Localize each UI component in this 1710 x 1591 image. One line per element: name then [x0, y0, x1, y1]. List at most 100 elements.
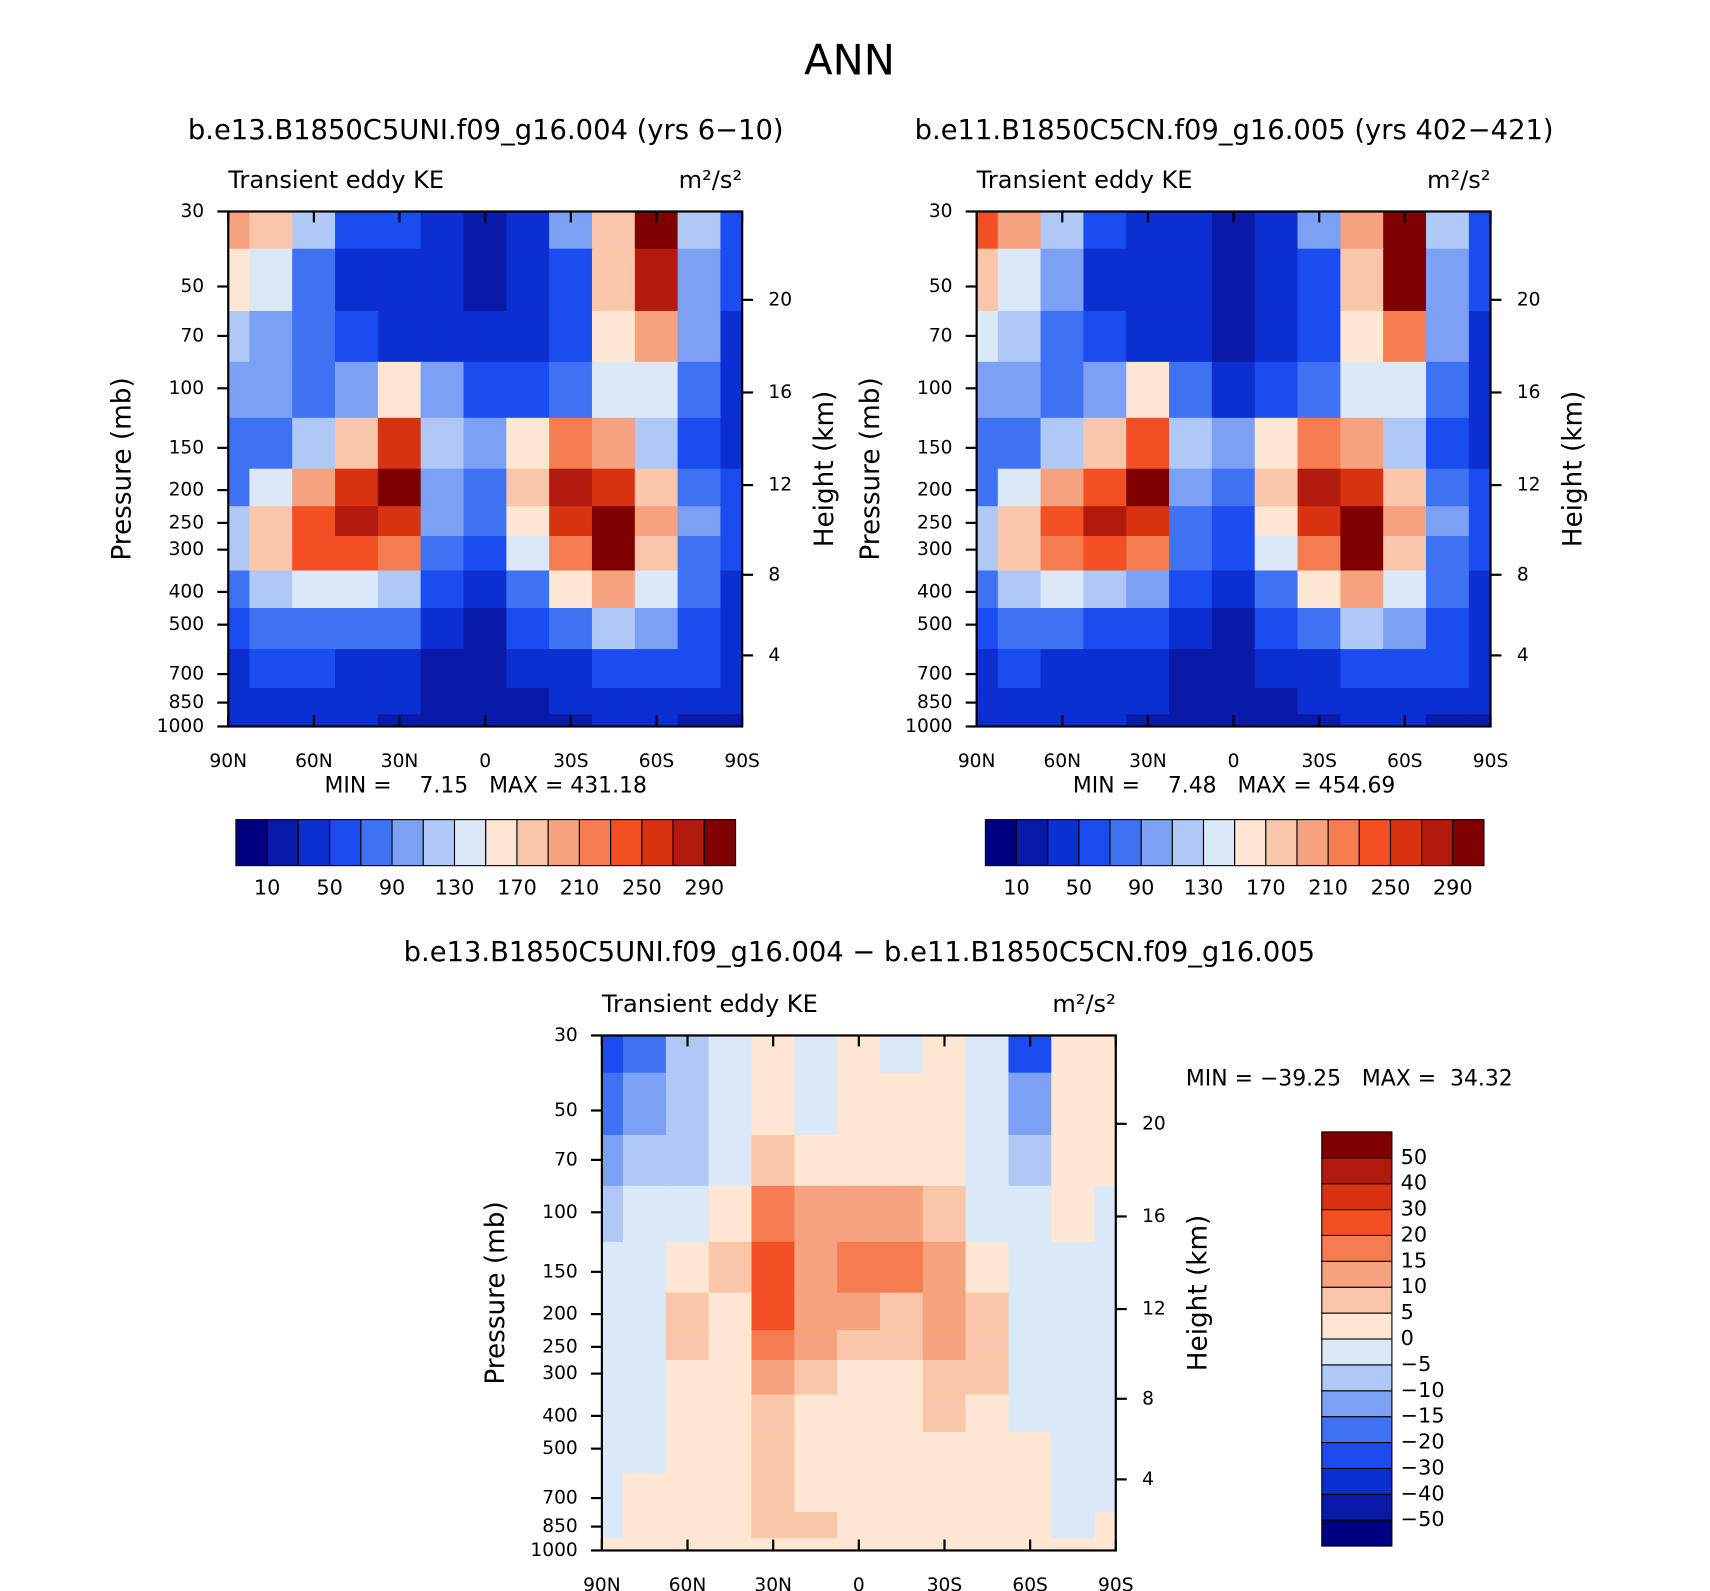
contour-cell [751, 1394, 796, 1434]
contour-cell [997, 608, 1042, 651]
y-tick-label: 400 [169, 581, 205, 602]
contour-cell [922, 1072, 967, 1137]
contour-cell [377, 361, 422, 420]
contour-cell [463, 506, 508, 538]
contour-cell [1254, 608, 1299, 651]
contour-cell [1126, 310, 1171, 364]
colorbar-label: 170 [1246, 876, 1286, 900]
contour-cell [420, 361, 465, 420]
contour-cell [1254, 506, 1299, 538]
colorbar-box [516, 819, 549, 867]
contour-cell [377, 608, 422, 651]
colorbar-box [360, 819, 393, 867]
contour-cell [751, 1473, 796, 1514]
y-tick-label: 500 [542, 1438, 578, 1459]
contour-cell [1211, 506, 1256, 538]
contour-cell [1383, 535, 1428, 572]
contour-cell [249, 688, 294, 716]
contour-cell [623, 1035, 668, 1074]
contour-cell [420, 211, 465, 250]
contour-cell [1426, 649, 1471, 690]
y-axis-label: Pressure (mb) [856, 377, 886, 560]
contour-cell [249, 211, 294, 250]
contour-cell [720, 714, 744, 728]
contour-cell [879, 1512, 925, 1540]
contour-cell [837, 1185, 882, 1243]
contour-cell [1083, 649, 1128, 690]
contour-cell [549, 310, 594, 364]
contour-cell [1426, 570, 1471, 610]
contour-cell [1468, 535, 1492, 572]
y-tick-label: 700 [542, 1488, 578, 1509]
contour-cell [922, 1473, 967, 1514]
contour-cell [997, 570, 1042, 610]
colorbar-box [1078, 819, 1111, 867]
contour-cell [837, 1512, 882, 1540]
contour-cell [677, 417, 722, 470]
left-string: Transient eddy KE [227, 166, 444, 194]
contour-cell [227, 649, 251, 690]
contour-cell [1426, 361, 1471, 420]
colorbar-box [329, 819, 362, 867]
contour-cell [591, 310, 637, 364]
contour-cell [1426, 714, 1471, 728]
contour-cell [665, 1072, 710, 1137]
contour-cell [665, 1394, 710, 1434]
colorbar-box [235, 819, 268, 867]
contour-cell [623, 1431, 668, 1475]
contour-cell [1008, 1394, 1053, 1434]
contour-cell [227, 468, 251, 508]
contour-cell [335, 714, 380, 728]
y-tick-label: 500 [917, 614, 953, 635]
contour-cell [1340, 248, 1385, 313]
contour-cell [1340, 417, 1385, 470]
contour-cell [1083, 570, 1128, 610]
contour-cell [976, 506, 999, 538]
contour-cell [997, 248, 1042, 313]
contour-cell [1340, 361, 1385, 420]
y-tick-label: 400 [917, 581, 953, 602]
contour-cell [1211, 608, 1256, 651]
contour-cell [549, 608, 594, 651]
contour-cell [1211, 310, 1256, 364]
colorbar-box [1321, 1312, 1393, 1340]
contour-cell [1254, 688, 1299, 716]
contour-cell [997, 649, 1042, 690]
contour-cell [506, 506, 551, 538]
contour-cell [623, 1330, 668, 1362]
colorbar-label: 290 [1433, 876, 1473, 900]
contour-cell [1169, 608, 1214, 651]
contour-cell [1254, 310, 1299, 364]
contour-cell [292, 506, 337, 538]
colorbar-label: 210 [560, 876, 600, 900]
contour-cell [227, 608, 251, 651]
contour-cell [623, 1359, 668, 1396]
contour-cell [591, 608, 637, 651]
contour-cell [1051, 1035, 1096, 1074]
contour-cell [1169, 248, 1214, 313]
contour-cell [976, 417, 999, 470]
contour-cell [879, 1035, 925, 1074]
contour-cell [420, 649, 465, 690]
contour-cell [1340, 468, 1385, 508]
contour-cell [420, 506, 465, 538]
contour-cell [997, 535, 1042, 572]
contour-cell [1340, 608, 1385, 651]
colorbar-box [1321, 1416, 1393, 1444]
y-tick-label: 50 [929, 276, 953, 297]
contour-cell [1008, 1359, 1053, 1396]
colorbar-box [641, 819, 674, 867]
contour-cell [463, 535, 508, 572]
contour-cell [623, 1512, 668, 1540]
contour-cell [976, 570, 999, 610]
contour-cell [1040, 570, 1085, 610]
colorbar-box [1321, 1493, 1393, 1521]
contour-cell [1468, 310, 1492, 364]
contour-cell [1211, 468, 1256, 508]
colorbar-label: 130 [1184, 876, 1224, 900]
contour-cell [249, 506, 294, 538]
contour-cell [601, 1035, 625, 1074]
contour-cell [976, 608, 999, 651]
contour-cell [623, 1134, 668, 1188]
contour-cell [227, 248, 251, 313]
